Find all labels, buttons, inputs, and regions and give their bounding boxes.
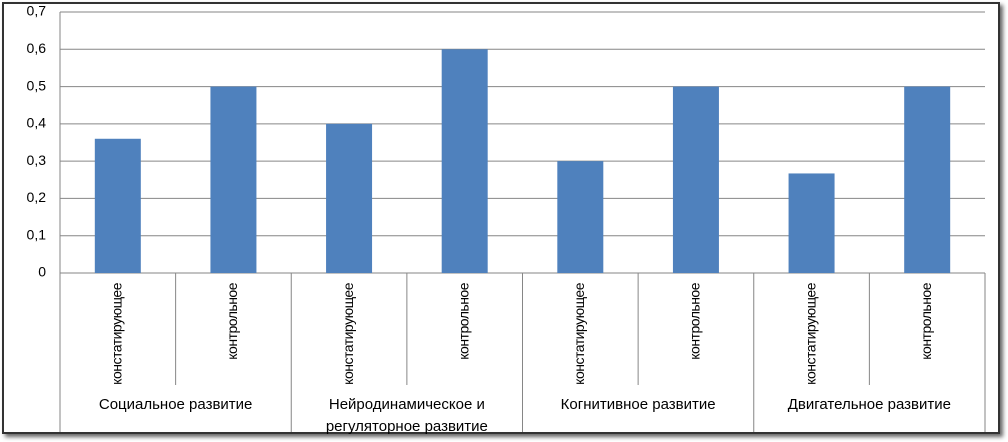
x-tick-label: констатирующее [802,282,818,385]
x-tick-label: контрольное [918,282,934,359]
bar [904,86,951,273]
bar [788,173,835,273]
x-tick-label: контрольное [687,282,703,359]
y-tick-label: 0,5 [27,77,47,93]
y-tick-label: 0,1 [27,226,47,242]
x-tick-label: констатирующее [109,282,125,385]
bar [557,161,604,273]
bar [326,123,373,273]
x-tick-label: констатирующее [340,282,356,385]
bar [441,49,488,274]
y-tick-label: 0,2 [27,189,47,205]
x-tick-label: контрольное [224,282,240,359]
y-tick-label: 0,7 [27,3,47,19]
group-label: Нейродинамическое и регуляторное развити… [325,396,488,435]
y-tick-label: 0 [38,264,46,280]
y-tick-label: 0,6 [27,40,47,56]
bar [210,86,257,273]
x-tick-label: контрольное [455,282,471,359]
group-label: Двигательное развитие [787,396,951,413]
bar [94,138,141,273]
bar [672,86,719,273]
x-tick-label: констатирующее [571,282,587,385]
group-label: Социальное развитие [98,396,253,413]
group-label: Когнитивное развитие [560,396,716,413]
y-tick-label: 0,4 [27,115,47,131]
y-tick-label: 0,3 [27,152,47,168]
